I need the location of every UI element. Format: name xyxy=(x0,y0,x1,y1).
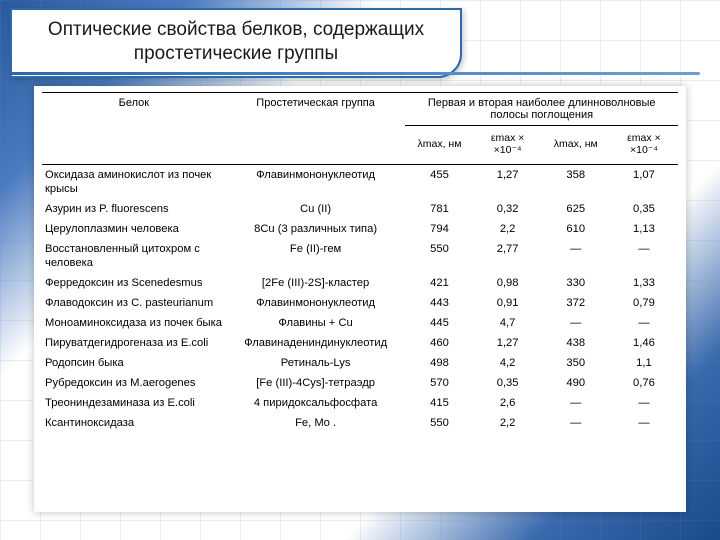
table-row: Церулоплазмин человека8Cu (3 различных т… xyxy=(42,219,678,239)
cell-group: 4 пиридоксальфосфата xyxy=(226,393,406,413)
col-header-lambda2: λmax, нм xyxy=(542,126,610,165)
title-underline xyxy=(10,72,700,75)
cell-group: Fe, Mo . xyxy=(226,413,406,433)
cell-group: Флавинмононуклеотид xyxy=(226,165,406,200)
cell-eps1: 1,27 xyxy=(474,165,542,200)
table-row: Азурин из P. fluorescensCu (II)7810,3262… xyxy=(42,199,678,219)
cell-eps2: — xyxy=(610,393,678,413)
cell-lambda2: — xyxy=(542,313,610,333)
cell-protein: Восстановленный цитохром c человека xyxy=(42,239,226,273)
cell-group: Флавины + Cu xyxy=(226,313,406,333)
cell-lambda2: — xyxy=(542,413,610,433)
cell-lambda2: 438 xyxy=(542,333,610,353)
cell-eps1: 2,77 xyxy=(474,239,542,273)
cell-group: 8Cu (3 различных типа) xyxy=(226,219,406,239)
col-header-lambda1: λmax, нм xyxy=(405,126,473,165)
table-container: Белок Простетическая группа Первая и вто… xyxy=(34,86,686,512)
table-row: Рубредоксин из M.aerogenes[Fe (III)-4Cys… xyxy=(42,373,678,393)
cell-lambda1: 794 xyxy=(405,219,473,239)
cell-group: Флавинадениндинуклеотид xyxy=(226,333,406,353)
cell-protein: Оксидаза аминокислот из почек крысы xyxy=(42,165,226,200)
cell-protein: Пируватдегидрогеназа из E.coli xyxy=(42,333,226,353)
table-row: КсантиноксидазаFe, Mo .5502,2—— xyxy=(42,413,678,433)
cell-lambda2: 372 xyxy=(542,293,610,313)
table-row: Пируватдегидрогеназа из E.coliФлавинаден… xyxy=(42,333,678,353)
cell-eps2: 0,79 xyxy=(610,293,678,313)
col-header-eps1: εmax × ×10⁻⁴ xyxy=(474,126,542,165)
cell-group: [Fe (III)-4Cys]-тетраэдр xyxy=(226,373,406,393)
cell-protein: Рубредоксин из M.aerogenes xyxy=(42,373,226,393)
cell-eps2: 0,35 xyxy=(610,199,678,219)
col-header-bands: Первая и вторая наиболее длинноволновые … xyxy=(405,93,678,126)
protein-table: Белок Простетическая группа Первая и вто… xyxy=(42,92,678,433)
cell-eps1: 4,2 xyxy=(474,353,542,373)
cell-protein: Азурин из P. fluorescens xyxy=(42,199,226,219)
table-row: Родопсин быкаРетиналь-Lys4984,23501,1 xyxy=(42,353,678,373)
cell-group: Флавинмононуклеотид xyxy=(226,293,406,313)
cell-protein: Ферредоксин из Scenedesmus xyxy=(42,273,226,293)
col-header-eps2: εmax × ×10⁻⁴ xyxy=(610,126,678,165)
cell-eps2: 1,1 xyxy=(610,353,678,373)
cell-lambda1: 443 xyxy=(405,293,473,313)
slide-title-box: Оптические свойства белков, содержащих п… xyxy=(10,8,462,78)
cell-eps1: 0,91 xyxy=(474,293,542,313)
cell-eps2: 1,07 xyxy=(610,165,678,200)
cell-lambda2: — xyxy=(542,393,610,413)
cell-eps1: 0,35 xyxy=(474,373,542,393)
cell-protein: Флаводоксин из C. pasteurianum xyxy=(42,293,226,313)
table-row: Восстановленный цитохром c человекаFe (I… xyxy=(42,239,678,273)
cell-lambda1: 455 xyxy=(405,165,473,200)
cell-protein: Ксантиноксидаза xyxy=(42,413,226,433)
cell-eps2: 0,76 xyxy=(610,373,678,393)
cell-lambda1: 498 xyxy=(405,353,473,373)
cell-eps1: 1,27 xyxy=(474,333,542,353)
cell-lambda1: 781 xyxy=(405,199,473,219)
table-row: Ферредоксин из Scenedesmus[2Fe (III)-2S]… xyxy=(42,273,678,293)
cell-eps1: 2,2 xyxy=(474,413,542,433)
cell-protein: Треониндезаминаза из E.coli xyxy=(42,393,226,413)
col-header-protein: Белок xyxy=(42,93,226,126)
cell-eps2: 1,33 xyxy=(610,273,678,293)
cell-eps2: 1,46 xyxy=(610,333,678,353)
cell-lambda1: 550 xyxy=(405,413,473,433)
cell-lambda2: 625 xyxy=(542,199,610,219)
slide-title: Оптические свойства белков, содержащих п… xyxy=(26,18,446,66)
cell-group: [2Fe (III)-2S]-кластер xyxy=(226,273,406,293)
cell-protein: Родопсин быка xyxy=(42,353,226,373)
cell-group: Cu (II) xyxy=(226,199,406,219)
cell-lambda1: 421 xyxy=(405,273,473,293)
cell-lambda2: 350 xyxy=(542,353,610,373)
cell-eps1: 2,6 xyxy=(474,393,542,413)
cell-lambda1: 445 xyxy=(405,313,473,333)
cell-eps1: 4,7 xyxy=(474,313,542,333)
table-row: Флаводоксин из C. pasteurianumФлавинмоно… xyxy=(42,293,678,313)
cell-eps2: — xyxy=(610,313,678,333)
table-row: Оксидаза аминокислот из почек крысыФлави… xyxy=(42,165,678,200)
cell-lambda2: 330 xyxy=(542,273,610,293)
col-header-group: Простетическая группа xyxy=(226,93,406,126)
cell-lambda1: 460 xyxy=(405,333,473,353)
cell-lambda1: 415 xyxy=(405,393,473,413)
cell-lambda2: — xyxy=(542,239,610,273)
cell-lambda1: 550 xyxy=(405,239,473,273)
cell-lambda1: 570 xyxy=(405,373,473,393)
cell-eps2: — xyxy=(610,413,678,433)
cell-eps1: 0,32 xyxy=(474,199,542,219)
cell-eps1: 2,2 xyxy=(474,219,542,239)
cell-eps1: 0,98 xyxy=(474,273,542,293)
cell-group: Fe (II)-гем xyxy=(226,239,406,273)
cell-lambda2: 490 xyxy=(542,373,610,393)
cell-lambda2: 358 xyxy=(542,165,610,200)
cell-lambda2: 610 xyxy=(542,219,610,239)
table-row: Треониндезаминаза из E.coli4 пиридоксаль… xyxy=(42,393,678,413)
cell-group: Ретиналь-Lys xyxy=(226,353,406,373)
cell-eps2: 1,13 xyxy=(610,219,678,239)
cell-eps2: — xyxy=(610,239,678,273)
cell-protein: Церулоплазмин человека xyxy=(42,219,226,239)
cell-protein: Моноаминоксидаза из почек быка xyxy=(42,313,226,333)
table-row: Моноаминоксидаза из почек быкаФлавины + … xyxy=(42,313,678,333)
